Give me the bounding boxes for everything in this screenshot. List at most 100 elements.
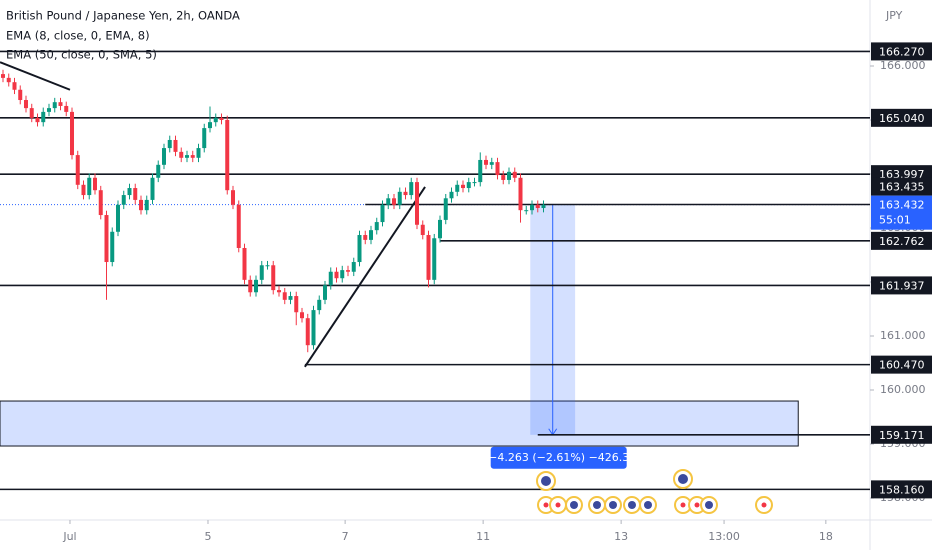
candle-body: [466, 182, 471, 189]
candle-body: [282, 292, 287, 300]
trendline: [304, 186, 426, 368]
candle-body: [265, 265, 270, 267]
candle-body: [0, 74, 5, 78]
candle-body: [495, 162, 500, 176]
candle-body: [369, 230, 374, 240]
candle-body: [35, 117, 40, 123]
level-label: 163.435: [879, 181, 925, 194]
candle-body: [81, 184, 86, 196]
candle-body: [374, 222, 379, 231]
trendline: [0, 61, 71, 91]
candle-body: [432, 238, 437, 280]
level-label: 160.470: [879, 359, 925, 372]
candle-body: [115, 204, 120, 232]
candle-body: [219, 117, 224, 120]
candle-body: [403, 191, 408, 196]
candle-body: [340, 270, 345, 279]
candle-body: [58, 102, 63, 106]
candle-body: [92, 177, 97, 191]
candle-body: [110, 231, 115, 263]
candle-body: [133, 188, 138, 200]
chart-title: British Pound / Japanese Yen, 2h, OANDA: [6, 9, 240, 23]
x-tick-label: 13: [614, 530, 628, 543]
candle-body: [190, 155, 195, 158]
candle-body: [478, 159, 483, 183]
level-label: 158.160: [879, 483, 925, 496]
candle-body: [23, 100, 28, 109]
last-price-bg: [871, 195, 932, 230]
candle-body: [449, 191, 454, 199]
candle-body: [46, 108, 51, 112]
candle-body: [501, 175, 506, 180]
candle-body: [334, 271, 339, 279]
candle-body: [507, 171, 512, 180]
currency: JPY: [885, 9, 903, 22]
level-label-bg: [871, 355, 932, 374]
candle-body: [225, 119, 230, 191]
candle-body: [299, 312, 304, 319]
candle-body: [420, 224, 425, 236]
candle-body: [455, 184, 460, 192]
candle-body: [357, 235, 362, 263]
level-label-bg: [871, 108, 932, 127]
candle-body: [276, 290, 281, 293]
indicator-legend: EMA (8, close, 0, EMA, 8): [6, 29, 150, 43]
candle-body: [484, 159, 489, 165]
candle-body: [202, 128, 207, 149]
last-price-label: 163.432: [879, 199, 925, 212]
candle-body: [409, 182, 414, 196]
candle-body: [196, 148, 201, 158]
candle-body: [179, 151, 184, 158]
projection-label-bg: [490, 446, 627, 469]
candle-body: [317, 299, 322, 311]
candle-body: [213, 117, 218, 123]
candle-body: [167, 139, 172, 149]
candle-body: [236, 204, 241, 248]
candle-body: [173, 139, 178, 152]
candle-body: [443, 198, 448, 220]
y-tick-label: 160.000: [880, 383, 926, 396]
candle-body: [512, 171, 517, 178]
level-label-bg: [871, 425, 932, 444]
candle-body: [426, 235, 431, 280]
level-label-bg: [871, 42, 932, 61]
candle-body: [156, 164, 161, 178]
projection-label: −4.263 (−2.61%) −426.3: [488, 451, 629, 464]
candle-body: [386, 198, 391, 205]
candle-body: [271, 265, 276, 291]
y-tick-label: 161.000: [880, 329, 926, 342]
y-tick-label: 166.000: [880, 59, 926, 72]
candle-body: [98, 190, 103, 216]
candle-body: [524, 210, 529, 212]
candle-body: [311, 310, 316, 346]
candle-body: [294, 296, 299, 313]
candle-body: [472, 182, 477, 184]
candle-body: [184, 155, 189, 158]
candle-body: [41, 111, 46, 123]
candle-body: [397, 191, 402, 205]
candle-body: [380, 204, 385, 223]
candle-body: [127, 188, 132, 196]
candle-body: [259, 265, 264, 280]
candle-body: [489, 162, 494, 165]
candle-body: [150, 177, 155, 200]
candle-body: [87, 177, 92, 196]
level-label-bg: [871, 276, 932, 295]
candle-body: [52, 102, 57, 109]
x-tick-label: Jul: [62, 530, 76, 543]
level-label-bg: [871, 480, 932, 499]
candle-body: [328, 271, 333, 286]
zone: [0, 400, 799, 447]
candle-body: [6, 77, 11, 83]
candle-body: [253, 279, 258, 293]
x-tick-label: 5: [204, 530, 211, 543]
candle-body: [69, 111, 74, 156]
x-tick-label: 11: [476, 530, 490, 543]
candle-body: [461, 184, 466, 189]
candle-body: [305, 318, 310, 346]
level-label: 162.762: [879, 235, 925, 248]
candle-body: [438, 219, 443, 239]
candle-body: [415, 182, 420, 225]
